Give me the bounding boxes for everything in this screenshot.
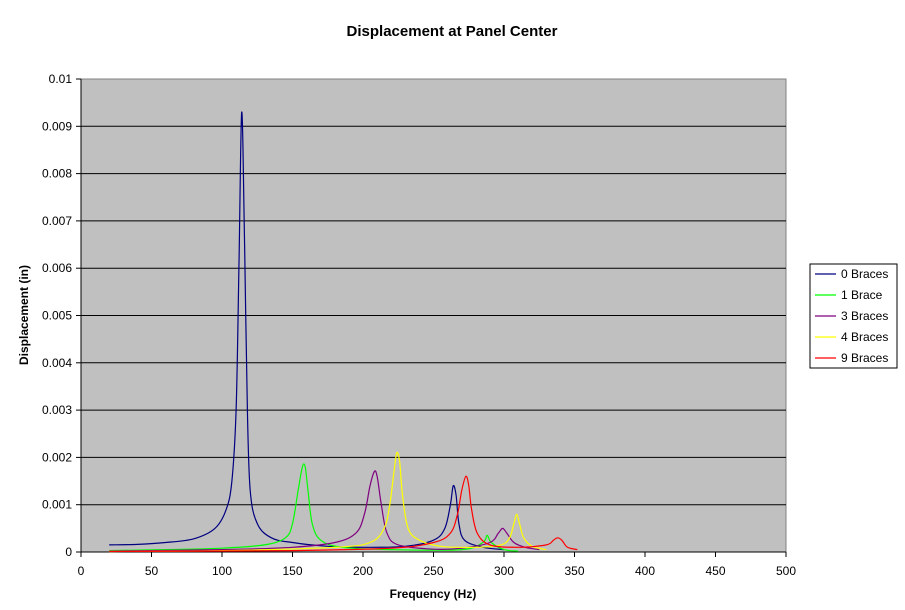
series-line-4-braces	[109, 451, 547, 553]
x-tick-label: 200	[353, 564, 373, 578]
series-layer	[109, 111, 578, 553]
y-tick-label: 0.006	[42, 261, 72, 275]
x-tick-label: 400	[635, 564, 655, 578]
legend: 0 Braces 1 Brace 3 Braces 4 Braces 9 Braces	[809, 263, 898, 369]
gridlines	[81, 125, 786, 506]
legend-items: 0 Braces 1 Brace 3 Braces 4 Braces 9 Braces	[815, 267, 888, 365]
x-tick-label: 500	[776, 564, 796, 578]
legend-label-3-braces: 3 Braces	[841, 309, 888, 323]
x-tick-label: 250	[423, 564, 443, 578]
x-tick-label: 300	[494, 564, 514, 578]
y-tick-label: 0.001	[42, 498, 72, 512]
y-tick-label: 0.009	[42, 119, 72, 133]
legend-label-0-braces: 0 Braces	[841, 267, 888, 281]
y-axis-title: Displacement (in)	[17, 265, 31, 365]
x-tick-label: 150	[282, 564, 302, 578]
series-line-0-braces	[109, 111, 505, 551]
legend-label-4-braces: 4 Braces	[841, 330, 888, 344]
series-line-1-brace	[109, 463, 519, 552]
y-tick-label: 0.008	[42, 167, 72, 181]
x-tick-label: 450	[705, 564, 725, 578]
x-tick-label: 350	[564, 564, 584, 578]
y-tick-label: 0.002	[42, 450, 72, 464]
legend-label-9-braces: 9 Braces	[841, 351, 888, 365]
y-tick-label: 0.01	[49, 72, 73, 86]
y-tick-label: 0.007	[42, 214, 72, 228]
x-axis: 0 50 100 150 200 250 300 350 400 450 500	[78, 551, 796, 578]
x-tick-label: 50	[145, 564, 159, 578]
series-line-9-braces	[109, 475, 578, 553]
y-tick-label: 0.003	[42, 403, 72, 417]
y-tick-label: 0.004	[42, 356, 72, 370]
y-axis: 0 0.001 0.002 0.003 0.004 0.005 0.006 0.007 0.00…	[42, 72, 82, 559]
x-tick-label: 100	[212, 564, 232, 578]
x-axis-title: Frequency (Hz)	[390, 587, 477, 601]
x-tick-label: 0	[78, 564, 85, 578]
chart-title: Displacement at Panel Center	[347, 23, 558, 40]
y-tick-label: 0	[65, 545, 72, 559]
series-line-3-braces	[109, 470, 540, 552]
legend-label-1-brace: 1 Brace	[841, 288, 883, 302]
y-tick-label: 0.005	[42, 309, 72, 323]
